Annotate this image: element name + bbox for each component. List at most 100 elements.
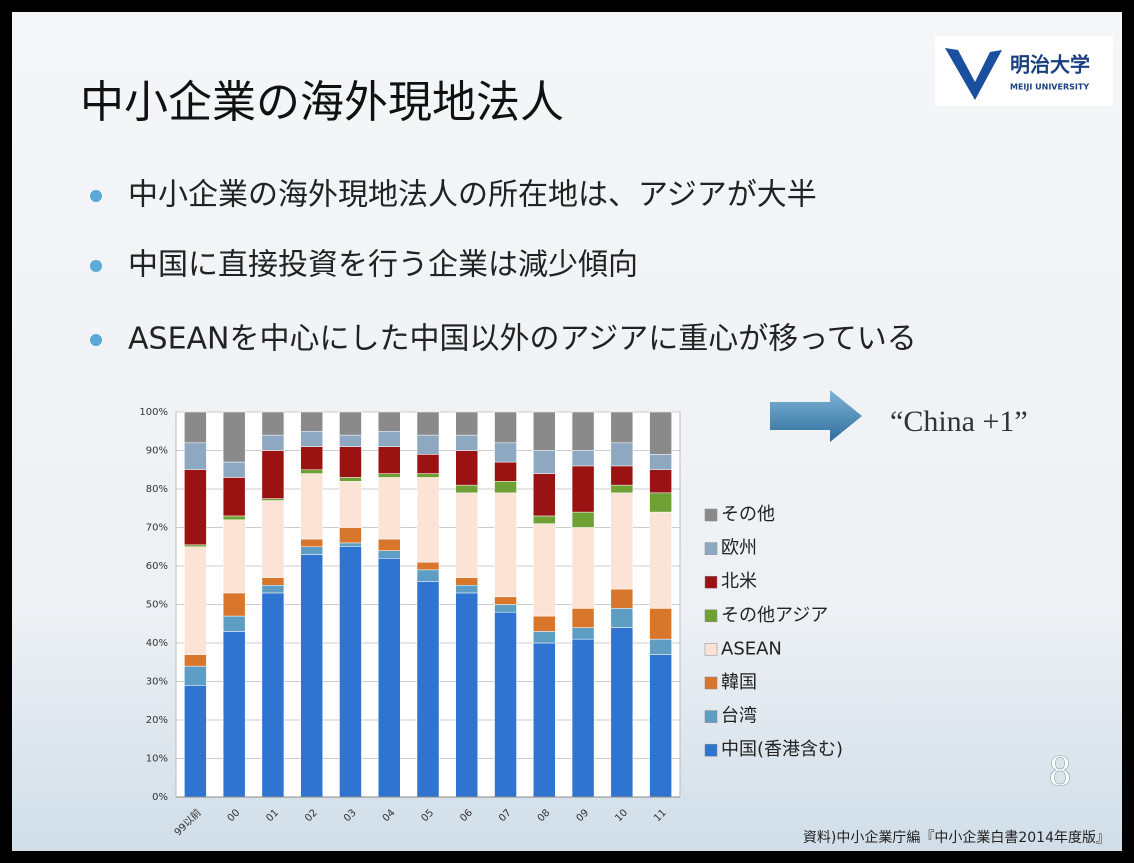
legend-swatch	[704, 575, 718, 589]
bullet-text: ASEANを中心にした中国以外のアジアに重心が移っている	[128, 322, 917, 357]
bar-segment	[339, 481, 362, 528]
bar-segment	[649, 654, 672, 798]
bar-segment	[300, 411, 323, 432]
bar-segment	[184, 469, 207, 546]
bar-segment	[649, 511, 672, 609]
bar-segment	[416, 434, 440, 455]
bar-segment	[416, 411, 440, 436]
bar-segment	[494, 611, 517, 798]
bar-segment	[184, 546, 207, 655]
bar-segment	[649, 469, 672, 494]
bar-segment	[571, 411, 595, 451]
bar-segment	[222, 477, 246, 517]
bar-segment	[184, 665, 207, 686]
bar-segment	[494, 461, 517, 482]
bar-segment	[649, 454, 672, 471]
bar-segment	[261, 434, 285, 451]
bar-segment	[571, 450, 595, 467]
page-number: 8	[1049, 746, 1071, 795]
bar-segment	[222, 615, 246, 632]
bar-segment	[571, 627, 595, 640]
arrow	[770, 390, 862, 442]
bar-segment	[416, 561, 440, 571]
legend-label: ASEAN	[721, 638, 782, 659]
bar-segment	[300, 538, 323, 547]
bar-segment	[300, 446, 323, 470]
legend-label: 欧州	[721, 538, 757, 559]
bar-segment	[416, 454, 440, 474]
bar-segment	[610, 465, 634, 486]
bar-segment	[533, 642, 556, 798]
bar-segment	[300, 431, 323, 447]
bar-segment	[222, 515, 246, 521]
bar-segment	[455, 577, 479, 586]
legend-swatch	[704, 643, 718, 656]
bar-segment	[222, 631, 246, 798]
bar-segment	[455, 411, 479, 436]
bar-segment	[184, 544, 207, 548]
bar-segment	[455, 434, 479, 451]
legend-swatch	[704, 743, 718, 757]
bar-segment	[377, 431, 401, 447]
bar-segment	[610, 608, 634, 628]
bar-segment	[184, 411, 207, 444]
legend-swatch	[704, 676, 718, 690]
legend-swatch	[704, 542, 718, 555]
bar-segment	[377, 550, 401, 559]
bullet-text: 中国に直接投資を行う企業は減少傾向	[128, 248, 638, 283]
bar-segment	[377, 446, 401, 474]
bar-segment	[339, 434, 362, 447]
y-tick-label: 20%	[146, 715, 168, 726]
bullet-dot	[90, 334, 102, 346]
bar-segment	[184, 654, 207, 667]
bar-segment	[416, 581, 440, 798]
bar-segment	[377, 411, 401, 432]
legend-label: その他アジア	[721, 605, 828, 626]
bar-segment	[416, 473, 440, 478]
bar-segment	[455, 492, 479, 578]
bar-segment	[649, 608, 672, 640]
bar-segment	[649, 492, 672, 513]
y-tick-label: 80%	[146, 484, 168, 495]
bar-segment	[610, 492, 634, 590]
legend-label: 北米	[721, 571, 757, 592]
bar-segment	[571, 527, 595, 609]
logo-mark	[945, 48, 1002, 100]
bar-segment	[416, 569, 440, 582]
bullet-dot	[90, 190, 102, 202]
y-tick-label: 60%	[146, 561, 168, 572]
legend-swatch	[704, 710, 718, 723]
legend-label: その他	[721, 504, 775, 525]
bar-segment	[377, 538, 401, 551]
y-tick-label: 40%	[146, 638, 168, 649]
annotation: “China +1”	[890, 405, 1028, 438]
bar-segment	[261, 411, 285, 436]
y-tick-label: 50%	[146, 600, 168, 611]
y-tick-label: 100%	[139, 407, 168, 418]
bullet-text: 中小企業の海外現地法人の所在地は、アジアが大半	[128, 178, 817, 213]
bar-segment	[533, 411, 556, 451]
bar-segment	[222, 519, 246, 594]
bar-segment	[455, 592, 479, 798]
bar-segment	[339, 446, 362, 478]
bar-segment	[377, 477, 401, 540]
bar-segment	[649, 411, 672, 455]
y-tick-label: 90%	[146, 446, 168, 457]
bar-segment	[533, 473, 556, 517]
bar-segment	[184, 685, 207, 798]
slide-title: 中小企業の海外現地法人	[80, 77, 564, 128]
y-tick-label: 0%	[152, 792, 168, 803]
bar-segment	[339, 477, 362, 482]
bar-segment	[261, 500, 285, 578]
logo-sub: MEIJI UNIVERSITY	[1010, 83, 1089, 92]
bar-segment	[377, 558, 401, 798]
bar-segment	[416, 477, 440, 563]
bar-segment	[222, 461, 246, 478]
bar-segment	[494, 492, 517, 598]
bar-segment	[494, 604, 517, 613]
bar-segment	[261, 585, 285, 594]
bar-segment	[222, 411, 246, 463]
bullet-dot	[90, 260, 102, 272]
